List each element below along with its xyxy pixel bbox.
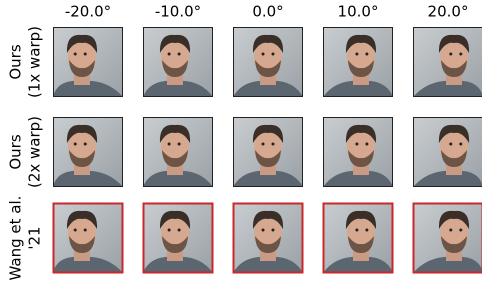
eye [449,143,452,146]
column-header: 20.0° [428,3,469,21]
row-label: Ours [7,134,25,169]
column-header: 10.0° [338,3,379,21]
row-label: '21 [26,226,44,249]
face-image [53,117,123,187]
figure: -20.0°-10.0°0.0°10.0°20.0°Ours(1x warp)O… [0,0,482,290]
face-image [413,203,482,273]
column-header: -20.0° [65,3,111,21]
eye [84,143,87,146]
eye [272,53,275,56]
eye [262,53,265,56]
row-label: Wang et al. [7,196,25,281]
eye [168,53,171,56]
face-image [233,203,303,273]
eye [365,53,368,56]
eye [74,229,77,232]
eye [459,53,462,56]
face-image [143,27,213,97]
face-image [323,27,393,97]
face-image [323,203,393,273]
row-label: (2x warp) [26,116,44,188]
eye [365,229,368,232]
eye [355,53,358,56]
eye [262,143,265,146]
eye [449,229,452,232]
eye [459,143,462,146]
face-image [323,117,393,187]
eye [84,229,87,232]
face-image [53,27,123,97]
eye [74,143,77,146]
eye [84,53,87,56]
eye [449,53,452,56]
eye [178,229,181,232]
eye [178,53,181,56]
row-label: (1x warp) [26,26,44,98]
eye [272,143,275,146]
eye [178,143,181,146]
eye [365,143,368,146]
eye [355,143,358,146]
face-image [413,117,482,187]
face-image [143,203,213,273]
eye [74,53,77,56]
face-image [143,117,213,187]
eye [168,229,171,232]
face-image [233,117,303,187]
eye [272,229,275,232]
column-header: 0.0° [252,3,283,21]
row-label: Ours [7,44,25,79]
eye [168,143,171,146]
column-header: -10.0° [155,3,201,21]
face-image [413,27,482,97]
face-image [233,27,303,97]
eye [262,229,265,232]
eye [355,229,358,232]
face-image [53,203,123,273]
eye [459,229,462,232]
